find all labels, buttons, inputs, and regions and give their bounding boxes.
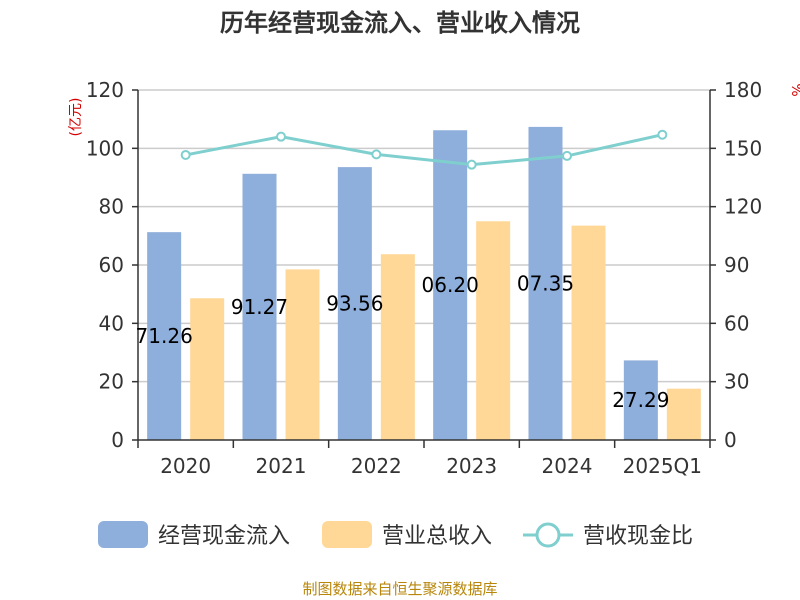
left-tick-label: 0 bbox=[111, 428, 124, 452]
bar-cash-inflow bbox=[337, 167, 372, 440]
axes bbox=[132, 89, 716, 448]
data-label-cash: 71.26 bbox=[136, 324, 193, 348]
bars bbox=[147, 126, 701, 440]
legend: 经营现金流入 营业总收入 营收现金比 bbox=[98, 521, 693, 549]
data-label-cash: 06.20 bbox=[422, 273, 479, 297]
bar-cash-inflow bbox=[147, 232, 182, 440]
bar-cash-inflow bbox=[433, 130, 468, 440]
right-tick-label: 150 bbox=[724, 136, 762, 160]
category-label: 2024 bbox=[542, 454, 593, 478]
data-labels: 71.26 91.27 93.56 06.20 07.35 27.29 bbox=[136, 271, 670, 412]
chart-title: 历年经营现金流入、营业收入情况 bbox=[220, 9, 580, 37]
left-tick-label: 40 bbox=[99, 311, 124, 335]
left-tick-label: 60 bbox=[99, 253, 124, 277]
data-label-cash: 27.29 bbox=[612, 388, 669, 412]
bar-cash-inflow bbox=[242, 173, 277, 440]
right-tick-label: 180 bbox=[724, 78, 762, 102]
category-label: 2025Q1 bbox=[623, 454, 702, 478]
bar-revenue bbox=[666, 388, 701, 440]
left-axis-unit: (亿元) bbox=[68, 98, 84, 137]
bar-revenue bbox=[571, 225, 606, 440]
right-tick-label: 90 bbox=[724, 253, 749, 277]
bar-revenue bbox=[380, 254, 415, 440]
ratio-point bbox=[466, 159, 477, 170]
ratio-point bbox=[180, 149, 191, 160]
bar-revenue bbox=[190, 298, 225, 440]
category-label: 2020 bbox=[160, 454, 211, 478]
source-note: 制图数据来自恒生聚源数据库 bbox=[302, 580, 497, 598]
legend-marker-ratio bbox=[535, 522, 561, 548]
right-tick-label: 120 bbox=[724, 195, 762, 219]
legend-label-revenue: 营业总收入 bbox=[382, 524, 492, 549]
category-label: 2022 bbox=[351, 454, 402, 478]
bar-revenue bbox=[285, 269, 320, 440]
ratio-point bbox=[276, 131, 286, 142]
data-label-cash: 93.56 bbox=[326, 292, 383, 316]
bar-cash-inflow bbox=[528, 126, 563, 440]
ratio-line-path bbox=[185, 133, 663, 167]
data-label-cash: 07.35 bbox=[517, 271, 574, 295]
right-axis-unit: % bbox=[788, 83, 800, 96]
ratio-point bbox=[562, 150, 572, 161]
category-label: 2021 bbox=[256, 454, 307, 478]
left-tick-label: 120 bbox=[86, 78, 124, 102]
right-tick-label: 60 bbox=[724, 311, 749, 335]
data-label-cash: 91.27 bbox=[231, 295, 288, 319]
legend-swatch-revenue bbox=[322, 521, 372, 548]
gridlines bbox=[138, 89, 710, 383]
ratio-point bbox=[371, 149, 382, 160]
tick-labels: 0 20 40 60 80 100 120 0 30 60 90 120 150 180 2020 2021 2… bbox=[86, 78, 762, 478]
category-label: 2023 bbox=[446, 454, 497, 478]
bar-cash-inflow bbox=[623, 360, 658, 440]
left-tick-label: 20 bbox=[99, 370, 124, 394]
ratio-line bbox=[180, 129, 668, 170]
legend-label-cash: 经营现金流入 bbox=[158, 524, 290, 549]
bar-revenue bbox=[476, 221, 511, 440]
right-tick-label: 0 bbox=[724, 428, 737, 452]
left-tick-label: 100 bbox=[86, 136, 124, 160]
legend-label-ratio: 营收现金比 bbox=[583, 524, 693, 549]
ratio-point bbox=[657, 129, 668, 140]
right-tick-label: 30 bbox=[724, 370, 749, 394]
legend-swatch-cash bbox=[98, 521, 148, 548]
left-tick-label: 80 bbox=[99, 195, 124, 219]
